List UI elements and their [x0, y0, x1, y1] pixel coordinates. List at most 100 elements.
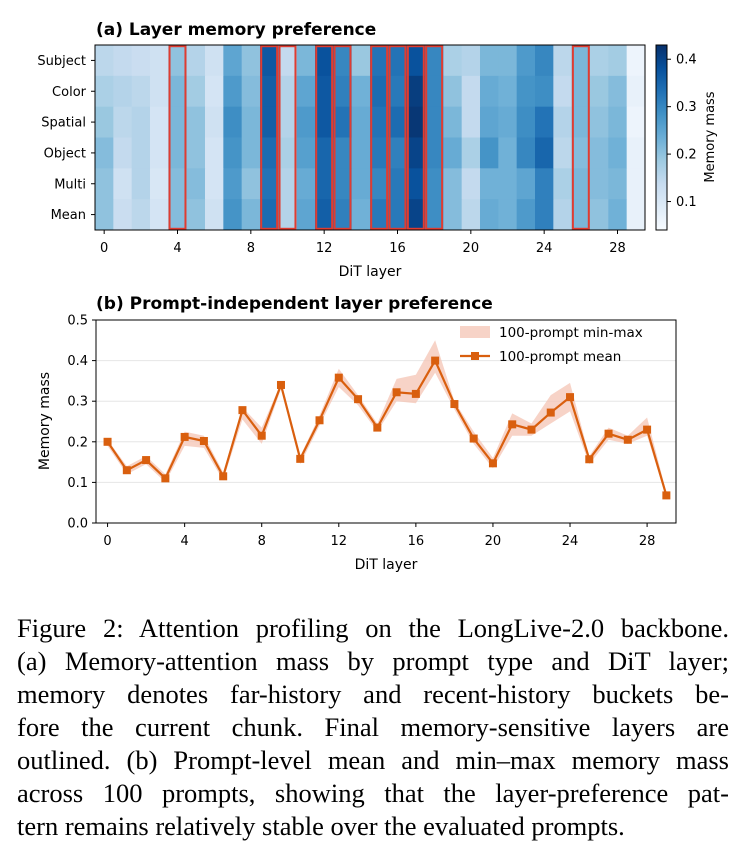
x-tick-label: 24 — [536, 241, 553, 256]
heatmap-cell — [443, 45, 463, 77]
heatmap-cell — [333, 75, 353, 108]
outlined-layer — [333, 45, 352, 230]
heatmap-cell — [498, 199, 518, 231]
heatmap-cell — [608, 75, 628, 108]
heatmap-cell — [333, 168, 353, 200]
heatmap-cell — [113, 137, 133, 169]
heatmap-x-ticks: 0 4 8 12 16 20 24 28 — [100, 230, 626, 256]
heatmap-cell — [205, 45, 224, 77]
heatmap-cell — [186, 106, 206, 138]
heatmap-cell — [553, 106, 573, 138]
caption-line: across 100 prompts, showing that the lay… — [17, 778, 729, 808]
heatmap-cell — [113, 199, 133, 231]
heatmap-cell — [370, 199, 389, 231]
heatmap-cell — [571, 45, 591, 77]
heatmap-frame — [94, 44, 646, 231]
heatmap-cell — [260, 106, 279, 138]
line-x-ticks: 0 4 8 12 16 20 24 28 — [103, 523, 655, 549]
heatmap-cell — [498, 75, 518, 108]
heatmap-cell — [498, 137, 518, 169]
mean-markers — [103, 356, 671, 500]
mean-point — [411, 389, 420, 398]
colorbar-label: Memory mass — [703, 91, 718, 182]
heatmap-cell — [480, 199, 499, 231]
heatmap-cell — [443, 137, 463, 169]
heatmap-cell — [590, 137, 609, 169]
heatmap-cell — [516, 45, 536, 77]
heatmap-cell — [315, 106, 334, 138]
heatmap-cell — [205, 137, 224, 169]
x-tick-label: 16 — [408, 534, 425, 549]
heatmap-cell — [241, 199, 261, 231]
legend-mean-marker — [471, 352, 479, 360]
outlined-layer — [425, 45, 444, 230]
line-ylabel: Memory mass — [37, 372, 53, 470]
outlined-layer — [388, 45, 407, 230]
heatmap-cell — [553, 45, 573, 77]
row-label: Multi — [54, 177, 86, 192]
mean-point — [161, 474, 170, 483]
mean-point — [643, 425, 652, 434]
heatmap-cells — [95, 45, 646, 231]
heatmap-cell — [590, 168, 609, 200]
mean-point — [122, 466, 131, 475]
mean-point — [566, 393, 575, 402]
x-tick-label: 4 — [180, 534, 188, 549]
x-tick-label: 12 — [316, 241, 333, 256]
heatmap-cell — [608, 137, 628, 169]
caption-line: outlined. (b) Prompt-level mean and min–… — [17, 745, 729, 775]
mean-point — [276, 380, 285, 389]
heatmap-cell — [95, 137, 114, 169]
heatmap-cell — [186, 137, 206, 169]
heatmap-cell — [553, 168, 573, 200]
heatmap-cell — [498, 106, 518, 138]
x-tick-label: 20 — [485, 534, 502, 549]
y-tick-label: 0.5 — [67, 314, 88, 329]
heatmap-cell — [553, 137, 573, 169]
line-y-ticks: 0.0 0.1 0.2 0.3 0.4 0.5 — [67, 314, 96, 532]
heatmap-cell — [223, 106, 243, 138]
colorbar-ticks: 0.1 0.2 0.3 0.4 — [667, 53, 697, 210]
outlined-layer — [278, 45, 297, 230]
x-tick-label: 4 — [173, 241, 181, 256]
heatmap-cell — [113, 75, 133, 108]
heatmap-cell — [388, 106, 408, 138]
heatmap-cell — [461, 137, 481, 169]
heatmap-cell — [296, 137, 316, 169]
heatmap-cell — [186, 199, 206, 231]
heatmap-cell — [425, 168, 444, 200]
heatmap-cell — [260, 45, 279, 77]
heatmap-cell — [315, 75, 334, 108]
mean-point — [334, 373, 343, 382]
heatmap-cell — [351, 137, 371, 169]
y-tick-label: 0.3 — [67, 395, 88, 410]
heatmap-cell — [480, 75, 499, 108]
x-tick-label: 8 — [247, 241, 255, 256]
legend-band-label: 100-prompt min-max — [499, 325, 643, 341]
heatmap-cell — [168, 137, 188, 169]
heatmap-cell — [498, 168, 518, 200]
colorbar-tick-label: 0.2 — [676, 148, 697, 163]
heatmap-cell — [608, 168, 628, 200]
caption-line: fore the current chunk. Final memory-sen… — [17, 712, 729, 742]
heatmap-cell — [186, 75, 206, 108]
y-tick-label: 0.0 — [67, 517, 88, 532]
heatmap-cell — [168, 199, 188, 231]
heatmap-cell — [241, 168, 261, 200]
heatmap-cell — [333, 45, 353, 77]
heatmap-cell — [223, 137, 243, 169]
caption-line: tern remains relatively stable over the … — [17, 811, 625, 841]
heatmap-cell — [296, 45, 316, 77]
heatmap-outlines — [168, 45, 590, 230]
heatmap-cell — [205, 75, 224, 108]
heatmap-cell — [516, 106, 536, 138]
outlined-layer — [370, 45, 389, 230]
heatmap-cell — [535, 106, 554, 138]
caption-line: Figure 2: Attention profiling on the Lon… — [17, 613, 729, 643]
heatmap-cell — [571, 168, 591, 200]
heatmap-cell — [205, 106, 224, 138]
heatmap-cell — [626, 199, 646, 231]
heatmap-cell — [150, 199, 169, 231]
heatmap-cell — [223, 75, 243, 108]
heatmap-cell — [186, 168, 206, 200]
